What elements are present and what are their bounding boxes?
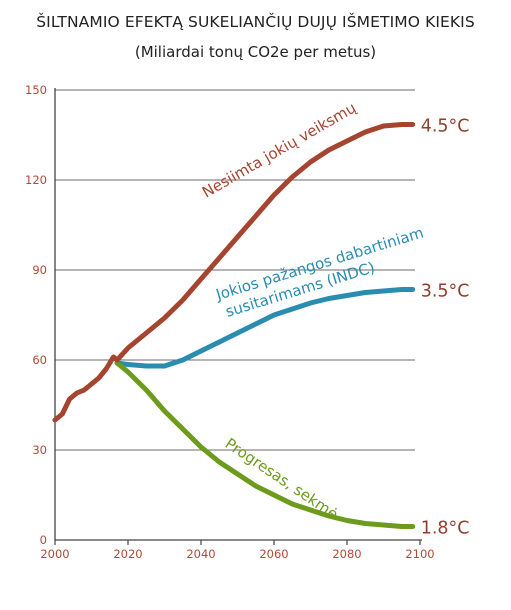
series-line-historical — [52, 354, 120, 423]
end-label-no-action: 4.5°C — [421, 117, 470, 137]
y-tick-label-60: 60 — [32, 353, 47, 367]
series-label-progress: Progresas, sekmė — [222, 434, 342, 523]
series-lines — [52, 122, 416, 529]
series-line-no-action — [114, 122, 416, 363]
x-tick-label-2060: 2060 — [259, 547, 288, 561]
x-tick-label-2000: 2000 — [40, 547, 69, 561]
x-tick-label-2040: 2040 — [186, 547, 215, 561]
x-tick-label-2080: 2080 — [332, 547, 361, 561]
series-line-indc — [114, 287, 416, 369]
series-label-no-action: Nesiimta jokių veiksmų — [199, 98, 359, 201]
y-tick-label-150: 150 — [25, 83, 47, 97]
y-tick-label-90: 90 — [32, 263, 47, 277]
end-label-indc: 3.5°C — [421, 282, 470, 302]
y-tick-label-0: 0 — [40, 533, 47, 547]
y-tick-label-30: 30 — [32, 443, 47, 457]
series-label-indc: Jokios pažangos dabartiniamsusitarimams … — [213, 223, 431, 322]
chart-subtitle: (Miliardai tonų CO2e per metus) — [134, 43, 377, 61]
tick-labels: 0 30 60 90 120 150 2000 2020 2040 2060 2080 2100 — [25, 83, 435, 561]
chart-title: ŠILTNAMIO EFEKTĄ SUKELIANČIŲ DUJŲ IŠMETI… — [36, 13, 475, 31]
x-tick-label-2100: 2100 — [405, 547, 434, 561]
y-tick-label-120: 120 — [25, 173, 47, 187]
x-tick-label-2020: 2020 — [113, 547, 142, 561]
series-line-progress — [114, 360, 416, 529]
end-label-progress: 1.8°C — [421, 519, 470, 539]
axes — [54, 88, 422, 545]
